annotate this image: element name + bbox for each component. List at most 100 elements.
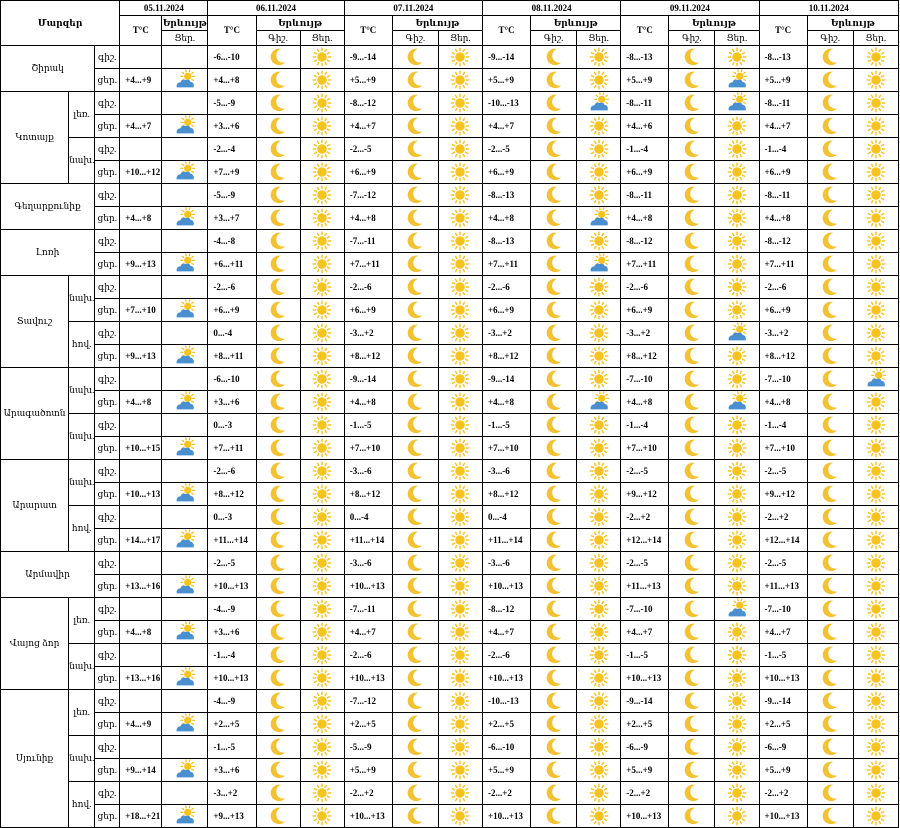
temp-cell: +6...+9 [620, 298, 670, 322]
night-header-5: Գիշ. [806, 30, 854, 46]
region-name: Արմավիր [0, 551, 96, 598]
sun-icon [578, 438, 620, 459]
weather-cell-night [668, 505, 716, 529]
temp-cell: -8...-11 [758, 183, 808, 207]
temp-cell: -2...+2 [481, 781, 532, 805]
moon-icon [393, 484, 437, 505]
temp-cell: -3...+2 [758, 321, 808, 345]
weather-cell-day [437, 68, 483, 92]
weather-cell-day [852, 620, 900, 644]
weather-cell-night [806, 390, 854, 414]
temp-cell: -9...-14 [481, 45, 532, 69]
table-row: ցեր. +4...+7 +3...+6 +4...+7 +4...+7 +4...+6 +… [1, 114, 900, 138]
weather-cell-day [852, 206, 900, 230]
moon-icon [670, 415, 714, 436]
sun-icon [578, 714, 620, 735]
sun-icon [439, 116, 481, 137]
temp-cell: +3...+6 [207, 114, 257, 138]
temp-cell: +10...+13 [343, 804, 393, 828]
weather-cell-night [806, 758, 854, 782]
sun-icon [578, 116, 620, 137]
moon-icon [393, 139, 437, 160]
sun-cloud-icon [163, 759, 207, 781]
temp-cell [119, 781, 163, 805]
weather-cell-night [255, 735, 301, 759]
table-row: նախ. գիշ. -1...-4 -2...-6 -2...-6 -1...-5 -1..… [1, 643, 900, 690]
temp-cell: +9...+12 [620, 482, 670, 506]
sun-icon [716, 277, 758, 298]
temp-cell: +10...+13 [343, 574, 393, 598]
table-row: ցեր. +9...+14 +3...+6 +5...+9 +5...+9 +5...+9… [1, 758, 900, 782]
temp-cell: +9...+12 [758, 482, 808, 506]
temp-cell: 0...-4 [207, 321, 257, 345]
weather-cell-day [852, 183, 900, 207]
moon-icon [393, 530, 437, 551]
sun-icon [301, 576, 343, 597]
sub-region: նախ. [68, 367, 96, 414]
weather-cell-day [714, 643, 760, 667]
day-header-3: Ցեր. [576, 30, 622, 46]
sun-icon [301, 599, 343, 620]
temp-cell: +5...+9 [481, 68, 532, 92]
moon-icon [257, 576, 299, 597]
time-of-day: գիշ. [94, 643, 121, 667]
weather-cell-day [576, 413, 622, 437]
time-of-day: գիշ. [94, 91, 121, 115]
weather-cell-day [576, 114, 622, 138]
weather-cell-night [668, 597, 716, 621]
sun-icon [716, 530, 758, 551]
weather-cell-night [530, 781, 578, 805]
time-of-day: գիշ. [94, 367, 121, 391]
temp-cell: +7...+11 [343, 252, 393, 276]
weather-cell-night [668, 804, 716, 828]
weather-cell-day [576, 252, 622, 276]
temp-cell: -3...-6 [343, 459, 393, 483]
table-row: Լոռի գիշ. -4...-8 -7...-11 -8...-13 -8...-12 -… [0, 229, 900, 276]
sun-icon [716, 300, 758, 321]
weather-cell-night [530, 436, 578, 460]
temp-cell [119, 367, 163, 391]
sun-icon [301, 714, 343, 735]
temp-cell: +2...+5 [620, 712, 670, 736]
sun-icon [854, 599, 897, 620]
sun-icon [578, 622, 620, 643]
weather-cell [161, 298, 209, 322]
weather-cell-day [576, 367, 622, 391]
weather-cell-night [255, 528, 301, 552]
table-row: Գեղարքունիք գիշ. -5...-9 -7...-12 -8...-13 -8… [0, 183, 900, 230]
sun-icon [854, 645, 897, 666]
temp-cell: +8...+11 [207, 344, 257, 368]
moon-icon [808, 668, 852, 689]
moon-icon [670, 806, 714, 827]
weather-cell-day [299, 137, 345, 161]
temp-cell: +6...+9 [481, 160, 532, 184]
weather-cell-day [576, 68, 622, 92]
sun-icon [578, 484, 620, 505]
moon-icon [257, 208, 299, 229]
weather-cell-night [530, 413, 578, 437]
sun-icon [439, 415, 481, 436]
weather-cell-day [714, 275, 760, 299]
temp-cell: +2...+5 [343, 712, 393, 736]
sun-icon [301, 760, 343, 781]
moon-icon [532, 208, 576, 229]
sun-icon [301, 645, 343, 666]
moon-icon [670, 530, 714, 551]
weather-cell-night [530, 804, 578, 828]
weather-cell-night [391, 804, 439, 828]
weather-cell-day [576, 459, 622, 483]
temp-cell [119, 459, 163, 483]
weather-cell-night [255, 367, 301, 391]
sun-icon [301, 691, 343, 712]
moon-icon [670, 116, 714, 137]
temp-cell: +5...+9 [343, 68, 393, 92]
weather-cell-day [576, 229, 622, 253]
weather-cell-day [437, 252, 483, 276]
temp-cell: 0...-3 [207, 413, 257, 437]
temp-cell: -8...-12 [481, 597, 532, 621]
weather-cell [161, 229, 209, 253]
sun-cloud-icon [716, 322, 758, 344]
sun-icon [578, 139, 620, 160]
temp-cell: +9...+13 [119, 344, 163, 368]
moon-icon [532, 806, 576, 827]
